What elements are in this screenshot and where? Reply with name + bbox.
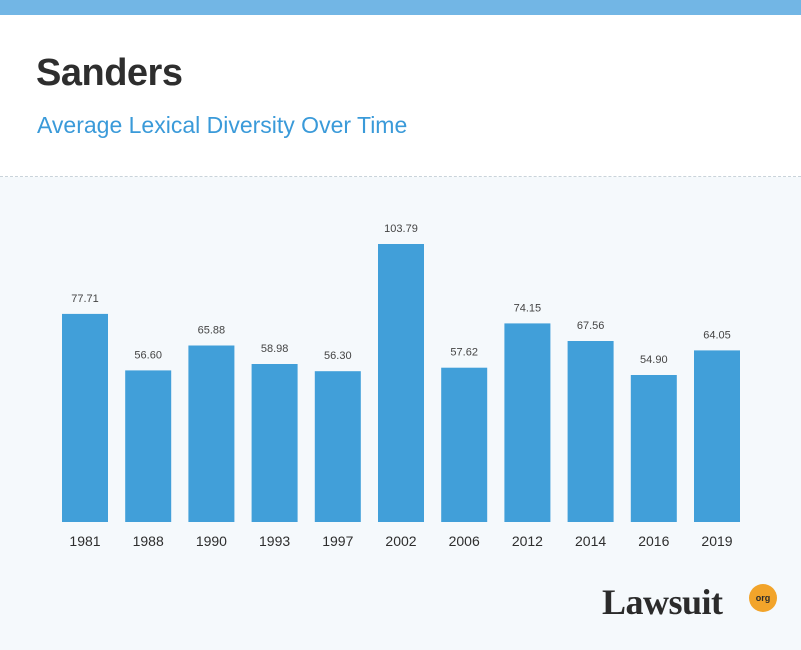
- data-label-2019: 64.05: [703, 329, 731, 341]
- x-tick-label-1993: 1993: [259, 533, 290, 549]
- data-label-2014: 67.56: [577, 320, 605, 332]
- data-label-2006: 57.62: [450, 347, 478, 359]
- x-tick-label-1988: 1988: [133, 533, 164, 549]
- data-label-1990: 65.88: [198, 325, 226, 337]
- data-label-2002: 103.79: [384, 223, 418, 235]
- data-label-1993: 58.98: [261, 343, 289, 355]
- data-label-2016: 54.90: [640, 354, 668, 366]
- bar-2002: [378, 244, 424, 522]
- chart-title: Sanders: [36, 52, 183, 94]
- bar-2014: [567, 341, 614, 522]
- x-tick-label-2002: 2002: [385, 533, 416, 549]
- lawsuit-logo: Lawsuit org: [602, 582, 792, 622]
- x-tick-label-1981: 1981: [69, 533, 100, 549]
- bar-1981: [62, 313, 108, 522]
- logo-wordmark: Lawsuit: [602, 582, 723, 622]
- bar-1988: [125, 370, 172, 522]
- data-label-1997: 56.30: [324, 350, 352, 362]
- x-tick-label-2012: 2012: [512, 533, 543, 549]
- data-label-2012: 74.15: [514, 302, 542, 314]
- x-tick-label-2019: 2019: [701, 533, 732, 549]
- data-label-1988: 56.60: [134, 349, 162, 361]
- bar-2006: [441, 367, 488, 522]
- chart-subtitle: Average Lexical Diversity Over Time: [37, 112, 408, 138]
- bar-2012: [504, 323, 551, 522]
- top-accent-bar: [0, 0, 801, 15]
- header-divider: [0, 176, 801, 177]
- bar-2016: [630, 375, 677, 522]
- x-tick-label-2006: 2006: [449, 533, 480, 549]
- chart-area: 77.71 1981 56.60 1988 65.88 1990 58.98 1993 56.3…: [0, 177, 801, 650]
- chart-header: Sanders Average Lexical Diversity Over T…: [0, 15, 801, 175]
- bar-1990: [188, 345, 235, 522]
- x-tick-label-1997: 1997: [322, 533, 353, 549]
- bar-chart: 77.71 1981 56.60 1988 65.88 1990 58.98 1993 56.3…: [62, 223, 740, 549]
- bar-1997: [314, 371, 361, 522]
- x-tick-label-1990: 1990: [196, 533, 227, 549]
- x-tick-label-2016: 2016: [638, 533, 669, 549]
- logo-org-badge: org: [749, 584, 777, 612]
- x-tick-label-2014: 2014: [575, 533, 606, 549]
- bar-1993: [251, 364, 298, 522]
- data-label-1981: 77.71: [71, 293, 99, 305]
- bar-2019: [694, 350, 740, 522]
